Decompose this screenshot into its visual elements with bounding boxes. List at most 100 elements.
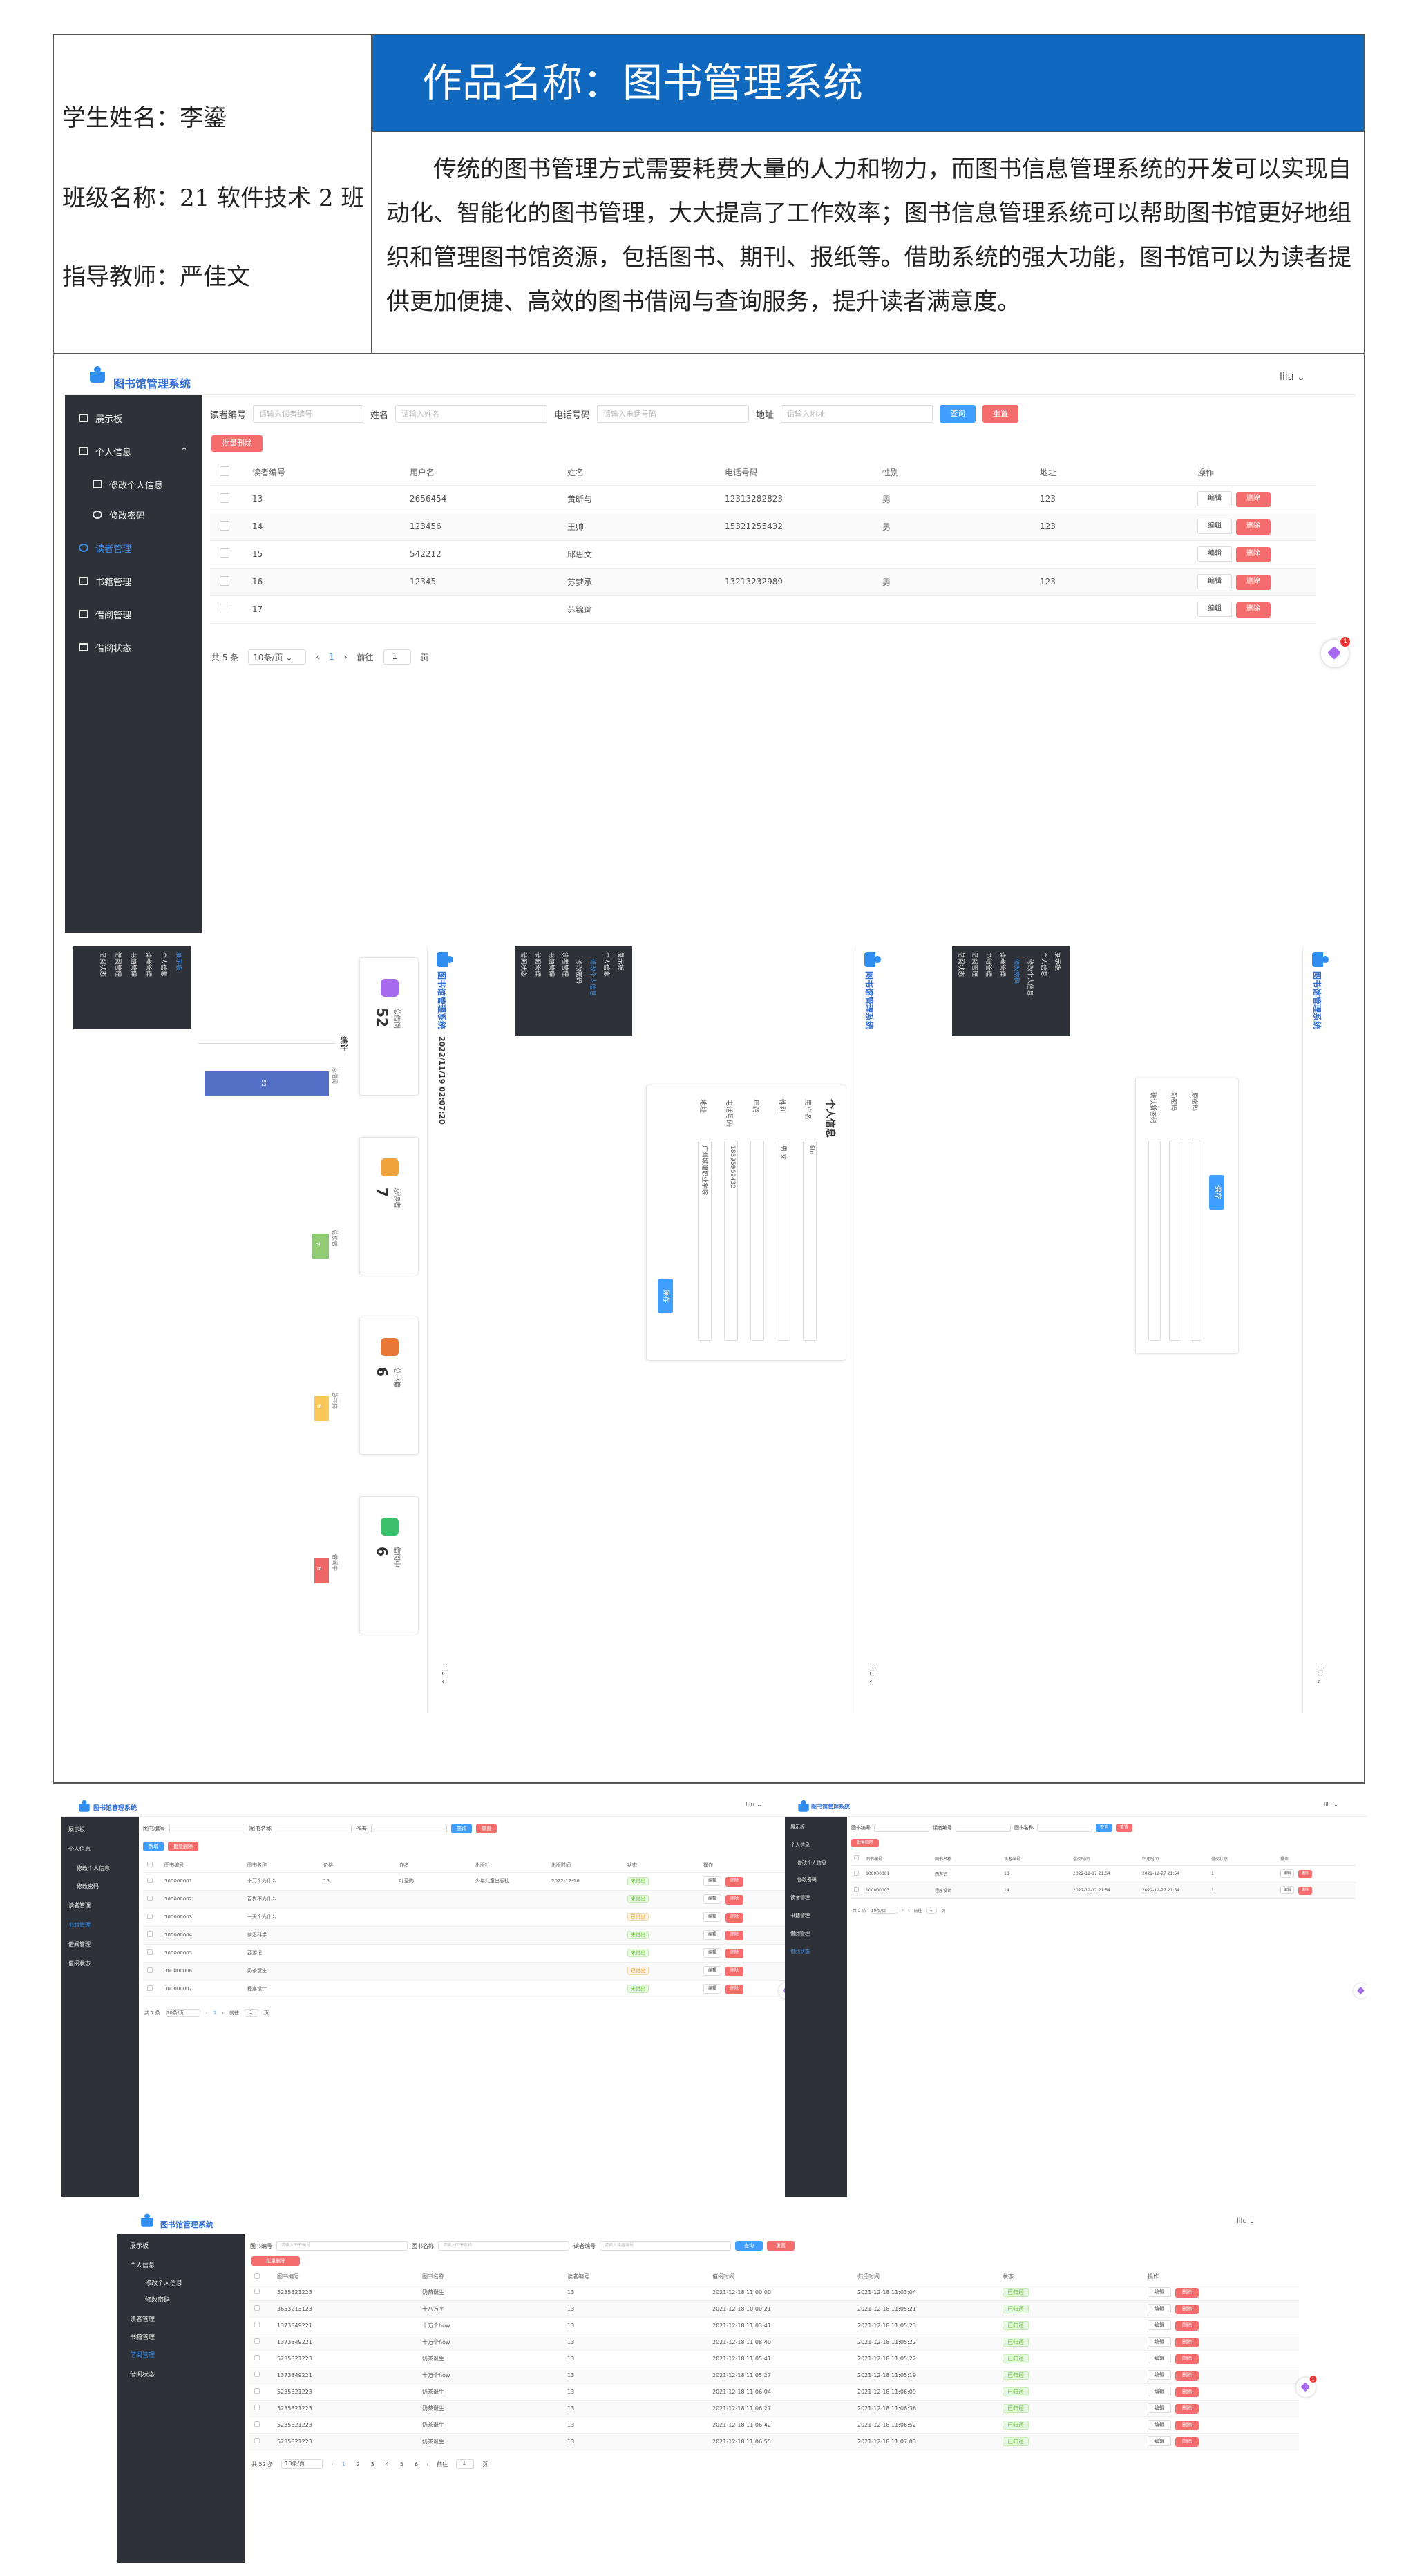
edit-button[interactable]: 编辑 [1148,2287,1171,2297]
col-book-no[interactable]: 图书编号 [276,2270,421,2284]
goto-input[interactable]: 1 [383,649,411,665]
phone-input[interactable]: 请输入电话号码 [597,405,750,423]
nav-edit-info[interactable]: 修改个人信息 [1026,959,1034,997]
nav-status[interactable]: 借阅状态 [65,637,202,658]
row-checkbox[interactable] [254,2421,260,2427]
row-checkbox[interactable] [254,2338,260,2344]
row-checkbox[interactable] [254,2438,260,2443]
password-input[interactable] [1169,1141,1181,1341]
nav-personal[interactable]: 个人信息 [68,1845,91,1852]
user-menu[interactable]: lilu ⌄ [746,1802,762,1809]
form-input[interactable]: 18395969432 [724,1141,738,1341]
password-input[interactable] [1190,1141,1202,1341]
col-publish-date[interactable]: 出版时间 [551,1858,627,1873]
password-input[interactable] [1148,1141,1161,1341]
row-checkbox[interactable] [254,2322,260,2327]
book-name-input[interactable]: 请输入图书名称 [438,2241,569,2251]
nav-borrow[interactable]: 借阅管理 [68,1940,91,1947]
row-checkbox[interactable] [147,1914,153,1919]
row-checkbox[interactable] [220,548,229,558]
goto-input[interactable]: 1 [245,2009,258,2017]
page-number[interactable]: 2 [356,2461,360,2468]
query-button[interactable]: 查询 [451,1824,472,1833]
nav-home[interactable]: 展示板 [175,952,182,971]
nav-personal[interactable]: 个人信息 [790,1842,810,1848]
batch-delete-button[interactable]: 批量删除 [211,435,263,452]
query-button[interactable]: 查询 [1096,1824,1112,1832]
edit-button[interactable]: 编辑 [703,1876,721,1886]
page-number[interactable]: 1 [329,652,334,662]
delete-button[interactable]: 删除 [725,1894,743,1905]
nav-edit-info[interactable]: 修改个人信息 [797,1860,826,1866]
nav-borrow[interactable]: 借阅管理 [971,952,978,977]
nav-edit-password[interactable]: 修改密码 [65,504,202,525]
nav-home[interactable]: 展示板 [65,408,202,428]
form-input[interactable] [750,1141,764,1341]
page-number[interactable]: 1 [341,2461,345,2468]
delete-button[interactable]: 删除 [1236,574,1271,590]
reader-no-input[interactable] [956,1824,1011,1832]
nav-borrow[interactable]: 借阅管理 [114,952,122,977]
edit-button[interactable]: 编辑 [703,1947,721,1958]
delete-button[interactable]: 删除 [1175,2320,1199,2331]
nav-personal[interactable]: 个人信息 [1040,952,1047,977]
nav-borrow[interactable]: 借阅管理 [533,952,541,977]
reader-no-input[interactable]: 请输入读者编号 [253,405,364,423]
edit-button[interactable]: 编辑 [703,1893,721,1904]
delete-button[interactable]: 删除 [1236,602,1271,618]
query-button[interactable]: 查询 [940,405,976,423]
nav-home[interactable]: 展示板 [616,952,624,971]
delete-button[interactable]: 删除 [1236,519,1271,535]
row-checkbox[interactable] [147,1878,153,1883]
row-checkbox[interactable] [147,1985,153,1991]
select-all-checkbox[interactable] [854,1855,859,1861]
prev-page-button[interactable]: ‹ [902,1907,904,1913]
edit-button[interactable]: 编辑 [1197,518,1232,534]
reader-no-input[interactable]: 请输入读者编号 [600,2241,731,2251]
address-input[interactable]: 请输入地址 [781,405,933,423]
nav-book[interactable]: 书籍管理 [547,952,555,977]
page-size-select[interactable]: 10条/页 ⌄ [248,649,307,665]
author-input[interactable] [371,1824,447,1833]
batch-delete-button[interactable]: 批量删除 [251,2256,300,2266]
goto-input[interactable]: 1 [926,1907,938,1914]
col-book-no[interactable]: 图书编号 [865,1853,934,1866]
edit-button[interactable]: 编辑 [1148,2320,1171,2330]
reset-button[interactable]: 重置 [982,405,1019,423]
nav-edit-info[interactable]: 修改个人信息 [589,959,596,997]
nav-reader[interactable]: 读者管理 [65,537,202,558]
goto-input[interactable]: 1 [456,2459,475,2469]
nav-edit-password[interactable]: 修改密码 [797,1877,817,1882]
edit-button[interactable]: 编辑 [1148,2336,1171,2347]
delete-button[interactable]: 删除 [1175,2304,1199,2314]
delete-button[interactable]: 删除 [725,1876,743,1887]
user-menu[interactable]: lilu ⌄ [440,1665,449,1685]
edit-button[interactable]: 编辑 [1148,2353,1171,2363]
nav-book[interactable]: 书籍管理 [65,571,202,591]
row-checkbox[interactable] [147,1896,153,1901]
row-checkbox[interactable] [254,2355,260,2360]
next-page-button[interactable]: › [343,652,348,662]
row-checkbox[interactable] [854,1887,859,1892]
nav-edit-password[interactable]: 修改密码 [1012,959,1020,984]
save-button[interactable]: 保存 [658,1279,673,1313]
name-input[interactable]: 请输入姓名 [395,405,548,423]
nav-book[interactable]: 书籍管理 [790,1913,810,1918]
nav-borrow[interactable]: 借阅管理 [790,1931,810,1936]
row-checkbox[interactable] [254,2388,260,2394]
edit-button[interactable]: 编辑 [703,1911,721,1922]
delete-button[interactable]: 删除 [1175,2387,1199,2397]
book-name-input[interactable] [276,1824,352,1833]
row-checkbox[interactable] [147,1967,153,1973]
page-number[interactable]: 6 [414,2461,419,2468]
edit-button[interactable]: 编辑 [1148,2419,1171,2430]
help-fab[interactable] [1354,1983,1367,1998]
edit-button[interactable]: 编辑 [1197,573,1232,589]
user-menu[interactable]: lilu ⌄ [1324,1802,1338,1808]
row-checkbox[interactable] [254,2289,260,2294]
prev-page-button[interactable]: ‹ [316,652,320,662]
nav-status[interactable]: 借阅状态 [68,1960,91,1967]
edit-button[interactable]: 编辑 [1148,2386,1171,2396]
nav-home[interactable]: 展示板 [1054,952,1061,971]
delete-button[interactable]: 删除 [725,1930,743,1940]
